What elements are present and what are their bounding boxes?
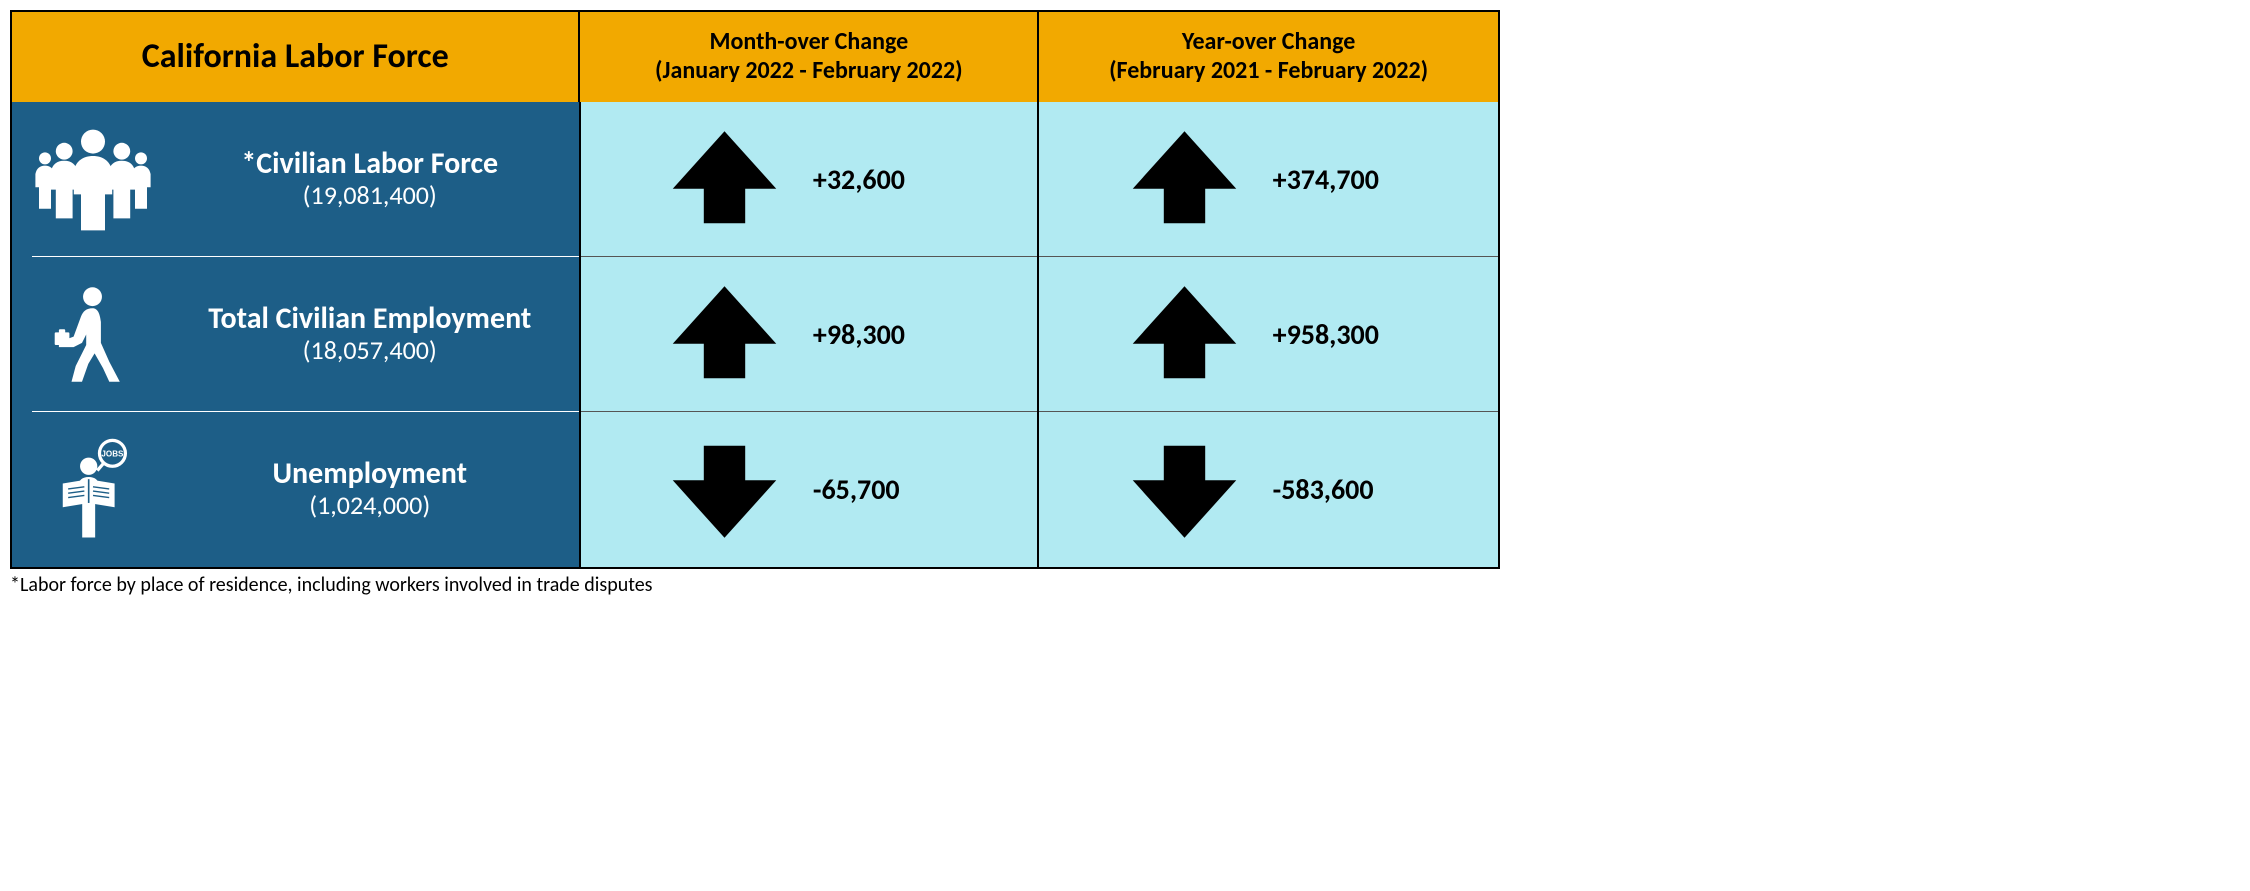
- walking-briefcase-icon: [30, 272, 155, 397]
- header-year-line1: Year-over Change: [1182, 28, 1355, 57]
- header-month-line2: (January 2022 - February 2022): [655, 57, 963, 86]
- table-title: California Labor Force: [142, 37, 449, 78]
- row-subtitle: (18,057,400): [173, 335, 567, 366]
- header-year-line2: (February 2021 - February 2022): [1109, 57, 1428, 86]
- arrow-up-icon: [655, 120, 795, 240]
- row-title: Unemployment: [173, 457, 567, 490]
- arrow-up-icon: [1115, 275, 1255, 395]
- people-group-icon: [30, 117, 155, 242]
- arrow-down-icon: [655, 430, 795, 550]
- row-year-cell: +374,700: [1039, 102, 1498, 257]
- jobs-reader-icon: JOBS: [30, 427, 155, 552]
- header-title-cell: California Labor Force: [12, 12, 580, 102]
- row-month-cell: +98,300: [581, 257, 1040, 412]
- labor-force-table: California Labor Force Month-over Change…: [10, 10, 1500, 569]
- row-year-cell: +958,300: [1039, 257, 1498, 412]
- row-title: *Civilian Labor Force: [173, 147, 567, 180]
- month-value: -65,700: [813, 472, 963, 507]
- month-value: +98,300: [813, 317, 963, 352]
- header-month-cell: Month-over Change (January 2022 - Februa…: [580, 12, 1039, 102]
- row-subtitle: (1,024,000): [173, 490, 567, 521]
- row-label-cell: JOBS Unemployment (1,024,000): [12, 412, 581, 567]
- year-value: -583,600: [1273, 472, 1423, 507]
- row-label-text: Total Civilian Employment (18,057,400): [173, 302, 579, 366]
- arrow-down-icon: [1115, 430, 1255, 550]
- header-row: California Labor Force Month-over Change…: [12, 12, 1498, 102]
- row-month-cell: +32,600: [581, 102, 1040, 257]
- header-year-cell: Year-over Change (February 2021 - Februa…: [1039, 12, 1498, 102]
- row-month-cell: -65,700: [581, 412, 1040, 567]
- row-title: Total Civilian Employment: [173, 302, 567, 335]
- row-label-cell: *Civilian Labor Force (19,081,400): [12, 102, 581, 257]
- header-month-line1: Month-over Change: [710, 28, 909, 57]
- footnote: *Labor force by place of residence, incl…: [10, 573, 2240, 597]
- arrow-up-icon: [655, 275, 795, 395]
- row-year-cell: -583,600: [1039, 412, 1498, 567]
- row-label-text: Unemployment (1,024,000): [173, 457, 579, 521]
- row-label-text: *Civilian Labor Force (19,081,400): [173, 147, 579, 211]
- table-row: Total Civilian Employment (18,057,400) +…: [12, 257, 1498, 412]
- svg-text:JOBS: JOBS: [101, 449, 124, 458]
- table-row: *Civilian Labor Force (19,081,400) +32,6…: [12, 102, 1498, 257]
- row-label-cell: Total Civilian Employment (18,057,400): [12, 257, 581, 412]
- year-value: +374,700: [1273, 162, 1423, 197]
- row-subtitle: (19,081,400): [173, 180, 567, 211]
- year-value: +958,300: [1273, 317, 1423, 352]
- month-value: +32,600: [813, 162, 963, 197]
- table-row: JOBS Unemployment (1,024,000) -65,700 -5…: [12, 412, 1498, 567]
- arrow-up-icon: [1115, 120, 1255, 240]
